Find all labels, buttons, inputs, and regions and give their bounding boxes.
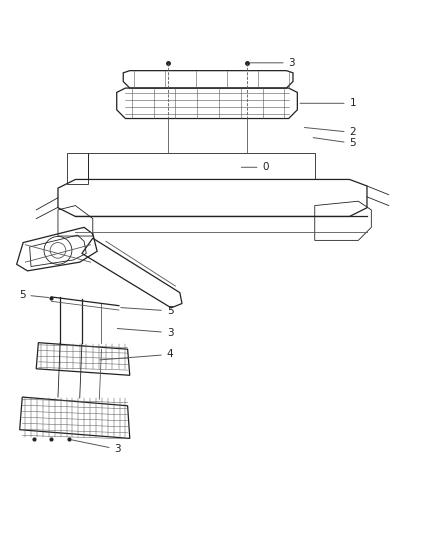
Text: 5: 5	[121, 306, 173, 316]
Text: 4: 4	[100, 350, 173, 360]
Text: 3: 3	[117, 328, 173, 337]
Text: 1: 1	[300, 98, 356, 108]
Text: 5: 5	[19, 290, 49, 300]
Text: 3: 3	[71, 440, 121, 454]
Text: 0: 0	[241, 162, 269, 172]
Text: 2: 2	[304, 127, 356, 138]
Text: 5: 5	[313, 138, 356, 148]
Text: 3: 3	[250, 58, 295, 68]
